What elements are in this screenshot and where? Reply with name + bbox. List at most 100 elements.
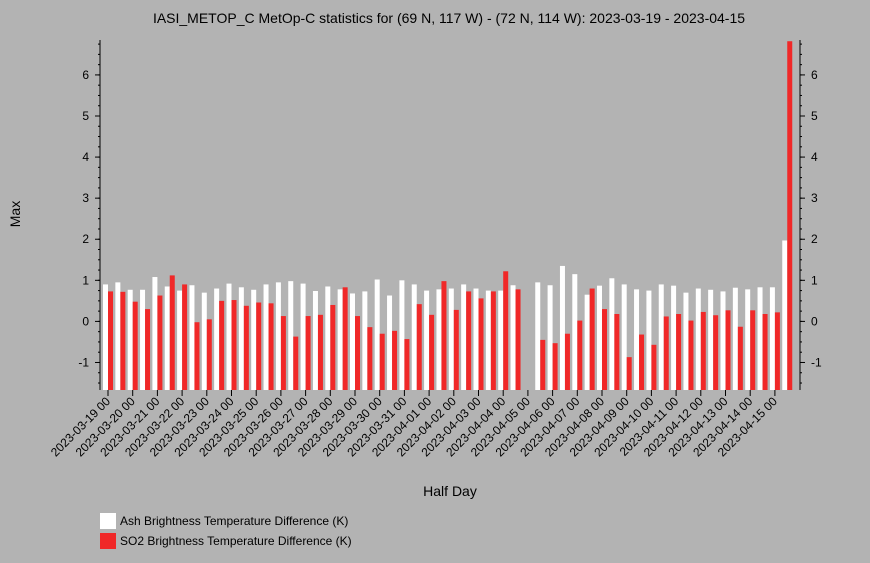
legend-label-ash: Ash Brightness Temperature Difference (K… xyxy=(120,514,349,528)
so2-bar xyxy=(206,319,212,390)
so2-bar xyxy=(577,320,583,390)
so2-bar xyxy=(169,275,175,390)
y-axis-left: -1 0 1 2 3 4 5 6 xyxy=(78,40,101,390)
ash-bar xyxy=(572,274,578,390)
ash-bar xyxy=(757,287,763,390)
so2-bar xyxy=(280,316,286,390)
ash-bar xyxy=(263,284,269,390)
y-tick-label-right: 4 xyxy=(811,150,818,164)
so2-bar xyxy=(688,320,694,390)
so2-bar xyxy=(515,289,521,390)
ash-bar xyxy=(535,282,541,390)
ash-bar xyxy=(547,285,553,390)
ash-bar xyxy=(251,289,257,390)
ash-bar xyxy=(498,290,504,390)
so2-bar xyxy=(639,334,645,390)
ash-bar xyxy=(646,290,652,390)
so2-bar xyxy=(602,309,607,390)
chart-title: IASI_METOP_C MetOp-C statistics for (69 … xyxy=(153,10,745,26)
y-tick-label-right: 5 xyxy=(811,109,818,123)
y-axis-right: -1 0 1 2 3 4 5 6 xyxy=(799,40,822,390)
y-tick-label-right: -1 xyxy=(811,355,822,369)
ash-bar xyxy=(782,240,788,390)
ash-bar xyxy=(584,294,590,390)
ash-bar xyxy=(658,284,664,390)
ash-bar xyxy=(177,290,183,390)
ash-bar xyxy=(448,288,454,390)
y-tick-label-right: 3 xyxy=(811,191,818,205)
plot-area xyxy=(103,41,793,390)
ash-bar xyxy=(695,288,701,390)
y-tick-label-right: 2 xyxy=(811,232,818,246)
ash-bar xyxy=(115,282,121,390)
ash-bar xyxy=(609,278,615,390)
so2-bar xyxy=(453,309,459,390)
y-tick-label-right: 0 xyxy=(811,314,818,328)
y-tick-label: 3 xyxy=(82,191,89,205)
ash-bar xyxy=(411,284,417,390)
ash-bar xyxy=(621,284,627,390)
so2-bar xyxy=(700,311,706,390)
so2-bar xyxy=(663,316,669,390)
so2-bar xyxy=(713,315,719,390)
ash-bar xyxy=(127,289,133,390)
so2-bar xyxy=(589,288,595,390)
ash-bar xyxy=(473,288,479,390)
ash-bar xyxy=(300,283,306,390)
so2-bar xyxy=(626,357,632,390)
so2-bar xyxy=(120,291,126,390)
y-tick-label: 1 xyxy=(82,273,89,287)
so2-bar xyxy=(317,314,323,390)
so2-bar xyxy=(355,316,360,390)
ash-bar xyxy=(374,279,380,390)
so2-bar xyxy=(404,339,410,390)
ash-bar xyxy=(769,287,775,390)
so2-bar xyxy=(219,300,225,390)
ash-bar xyxy=(485,290,491,390)
so2-bar xyxy=(774,312,780,390)
legend-item-so2: SO2 Brightness Temperature Difference (K… xyxy=(100,532,352,550)
ash-bar xyxy=(164,286,170,390)
so2-bar xyxy=(392,330,398,390)
so2-bar xyxy=(540,339,546,390)
so2-bar xyxy=(651,344,657,390)
so2-bar xyxy=(330,304,336,390)
so2-bar xyxy=(737,326,743,390)
so2-bar xyxy=(441,281,447,390)
ash-bar xyxy=(708,289,714,390)
y-tick-label-right: 6 xyxy=(811,68,818,82)
so2-bar xyxy=(157,295,163,390)
y-tick-label: 6 xyxy=(82,68,89,82)
ash-bar xyxy=(152,277,158,390)
so2-bar xyxy=(243,305,249,390)
so2-bar xyxy=(552,343,558,390)
ash-bar xyxy=(683,292,689,390)
legend-swatch-ash xyxy=(100,513,116,529)
so2-bar xyxy=(256,302,262,390)
so2-bar xyxy=(293,336,299,390)
so2-bar xyxy=(268,303,274,390)
so2-bar xyxy=(762,314,768,390)
ash-bar xyxy=(399,280,405,390)
ash-bar xyxy=(436,289,442,390)
legend-label-so2: SO2 Brightness Temperature Difference (K… xyxy=(120,534,352,548)
ash-bar xyxy=(634,289,640,390)
ash-bar xyxy=(732,287,738,390)
y-tick-label: 2 xyxy=(82,232,89,246)
ash-bar xyxy=(745,289,751,390)
ash-bar xyxy=(362,291,368,390)
y-tick-label: 5 xyxy=(82,109,89,123)
ash-bar xyxy=(201,292,207,390)
ash-bar xyxy=(559,265,565,390)
ash-bar xyxy=(720,291,726,390)
ash-bar xyxy=(275,282,281,390)
so2-bar xyxy=(132,301,138,390)
so2-bar xyxy=(367,327,373,390)
so2-bar xyxy=(342,287,348,390)
so2-bar xyxy=(725,310,731,390)
so2-bar xyxy=(614,314,620,390)
ash-bar xyxy=(214,288,220,390)
so2-bar xyxy=(750,310,756,390)
